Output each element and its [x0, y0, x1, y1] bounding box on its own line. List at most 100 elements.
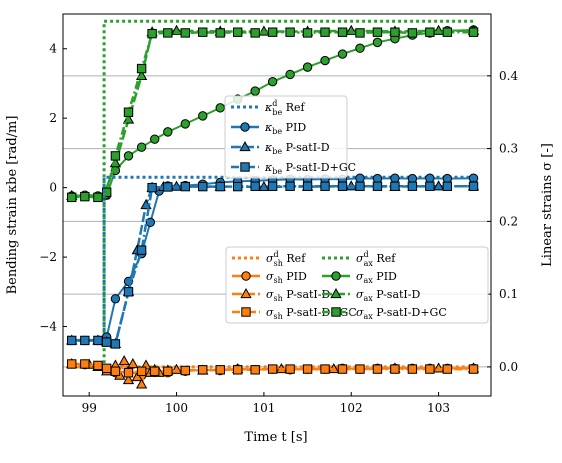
data-point	[163, 127, 173, 137]
data-point	[337, 49, 348, 59]
legend-rest: PID	[373, 270, 397, 283]
legend-symbol: σ	[356, 306, 364, 319]
data-point	[232, 181, 243, 192]
x-tick-label: 103	[427, 401, 450, 415]
data-point	[267, 27, 278, 37]
y-left-axis-label: Bending strain κbe [rad/m]	[5, 116, 20, 295]
data-point	[101, 363, 112, 374]
data-point	[123, 368, 134, 378]
legend-label: κbe PID	[264, 121, 306, 136]
data-point	[123, 151, 134, 161]
legend-superscript: d	[272, 99, 277, 108]
data-point	[407, 28, 418, 38]
data-point	[93, 192, 103, 203]
legend-subscript: be	[272, 147, 282, 156]
data-point	[180, 28, 190, 38]
data-point	[285, 69, 295, 80]
legend-subscript: be	[272, 167, 282, 176]
y-left-tick-label: 2	[49, 111, 57, 125]
data-point	[67, 192, 77, 203]
data-point	[390, 364, 400, 374]
data-point	[136, 366, 147, 376]
plot-frame	[62, 13, 492, 397]
x-tick-label: 102	[340, 401, 363, 415]
data-point	[250, 86, 260, 96]
data-point	[147, 28, 157, 39]
data-point	[232, 27, 243, 37]
legend-rest: Ref	[282, 101, 305, 114]
legend-label: σsh P-satI-D	[266, 288, 330, 303]
legend-subscript: sh	[274, 259, 283, 268]
data-point	[337, 27, 348, 37]
data-point	[320, 181, 330, 191]
data-point	[136, 63, 147, 74]
legend-subscript: be	[272, 108, 282, 117]
legend-symbol: σ	[356, 270, 364, 283]
legend-marker	[239, 140, 251, 152]
data-point	[390, 181, 400, 191]
data-point	[425, 173, 435, 183]
data-point	[250, 181, 260, 191]
data-point	[320, 27, 330, 37]
legend-symbol: κ	[264, 161, 273, 174]
data-point	[67, 335, 77, 346]
x-axis-label: Time t [s]	[244, 430, 307, 445]
y-left-tick-label: 4	[49, 42, 57, 56]
data-point	[110, 339, 121, 349]
data-point	[302, 181, 313, 191]
data-point	[123, 287, 134, 297]
y-right-axis-label: Linear strains σ [-]	[540, 143, 555, 267]
legend-subscript: ax	[364, 294, 374, 303]
data-point	[372, 364, 383, 374]
data-point	[425, 364, 435, 374]
data-point	[390, 27, 400, 37]
legend-marker	[241, 307, 251, 317]
legend-symbol: σ	[356, 252, 364, 265]
data-point	[320, 55, 330, 66]
data-point	[250, 365, 260, 375]
data-point	[355, 173, 365, 183]
legend-superscript: d	[364, 250, 369, 259]
legend-frame	[224, 95, 348, 179]
legend-label: κd be Ref	[264, 99, 305, 117]
y-left-tick-label: −2	[39, 250, 57, 264]
data-point	[267, 181, 278, 191]
legend-symbol: κ	[264, 141, 273, 154]
legend-superscript: d	[274, 250, 279, 259]
legend-subscript: sh	[274, 276, 283, 285]
data-point	[285, 364, 295, 374]
data-point	[468, 181, 479, 191]
data-point	[302, 62, 313, 72]
data-point	[150, 366, 160, 376]
data-point	[337, 181, 348, 191]
data-point	[122, 373, 135, 385]
legend-symbol: κ	[264, 101, 273, 114]
legend-symbol: σ	[266, 252, 274, 265]
series--sh-p-sati-d-gc	[67, 359, 479, 378]
legend-symbol: σ	[266, 270, 274, 283]
data-point	[425, 181, 435, 191]
x-tick-label: 99	[82, 401, 97, 415]
data-point	[215, 28, 225, 38]
legend-symbol: σ	[356, 288, 364, 301]
data-point	[372, 27, 383, 37]
data-point	[372, 37, 383, 48]
data-point	[110, 151, 121, 161]
data-point	[372, 181, 383, 191]
data-point	[215, 365, 225, 375]
legend-rest: P-satI-D	[282, 141, 330, 154]
data-point	[118, 355, 130, 366]
data-point	[215, 181, 225, 192]
data-point	[320, 364, 330, 374]
legend-marker	[240, 122, 250, 132]
legend-symbol: κ	[264, 121, 273, 134]
legend-marker	[241, 271, 251, 281]
data-point	[101, 337, 112, 347]
data-point	[285, 181, 295, 191]
legend-rest: P-satI-D	[373, 288, 421, 301]
data-point	[355, 181, 365, 191]
axes: 99 100 101 102 103 −4 −2 0 2 4 0.0 0.1 0.2 0.3 0.4	[39, 42, 518, 415]
legend-subscript: be	[272, 127, 282, 136]
legend-rest: Ref	[283, 252, 306, 265]
